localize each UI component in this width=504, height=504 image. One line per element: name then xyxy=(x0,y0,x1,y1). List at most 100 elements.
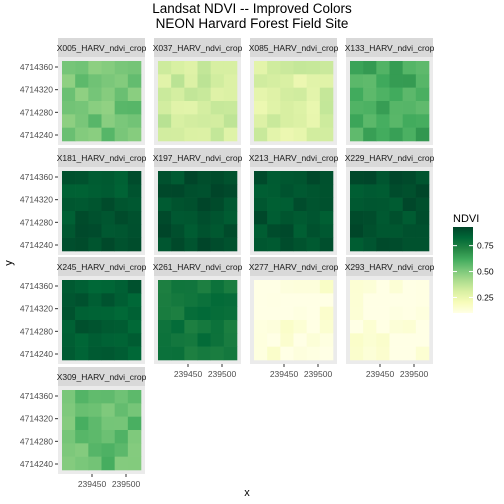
raster-cell xyxy=(158,61,172,75)
raster-cell xyxy=(62,237,76,252)
raster-cell xyxy=(306,197,321,212)
raster-cell xyxy=(223,293,238,307)
raster-cell xyxy=(75,403,89,417)
raster-cell xyxy=(293,101,307,115)
raster-cell xyxy=(101,61,115,75)
raster-cell xyxy=(75,390,89,404)
y-tick-label: 4714360 xyxy=(20,281,53,291)
facet-panel: X005_HARV_ndvi_crop 4714360 4714320 4714280… xyxy=(20,38,147,145)
facet-panel: X037_HARV_ndvi_crop xyxy=(153,38,243,145)
raster-cell xyxy=(389,184,403,198)
raster-cell xyxy=(363,333,377,347)
facet-strip xyxy=(250,38,337,57)
raster-cell xyxy=(350,346,364,361)
raster-cell xyxy=(389,237,403,252)
raster-cell xyxy=(306,87,321,102)
facet-strip-label: X277_HARV_ndvi_crop xyxy=(249,262,339,272)
raster-cell xyxy=(389,87,403,102)
raster-cell xyxy=(363,211,377,225)
facet-panel: X181_HARV_ndvi_crop 4714360 4714320 4714280… xyxy=(20,148,147,255)
raster-cell xyxy=(62,184,76,198)
raster-cell xyxy=(127,224,142,238)
raster-cell xyxy=(293,171,307,185)
raster-cell xyxy=(306,184,321,198)
raster-cell xyxy=(319,211,334,225)
raster-cell xyxy=(402,224,417,238)
raster-cell xyxy=(75,101,89,115)
raster-cell xyxy=(363,346,377,361)
raster-cell xyxy=(415,280,430,294)
raster-cell xyxy=(88,280,102,294)
raster-cell xyxy=(75,280,89,294)
raster-cell xyxy=(363,306,377,321)
raster-cell xyxy=(280,61,294,75)
raster-cell xyxy=(293,114,307,128)
raster-cell xyxy=(127,87,142,102)
raster-cell xyxy=(158,87,172,102)
raster-cell xyxy=(306,280,321,294)
raster-cell xyxy=(197,61,211,75)
raster-cell xyxy=(280,237,294,252)
raster-cell xyxy=(127,333,142,347)
raster-cell xyxy=(350,333,364,347)
raster-cell xyxy=(376,320,390,334)
raster-cell xyxy=(350,320,364,334)
raster-cell xyxy=(293,333,307,347)
raster-cell xyxy=(101,443,115,457)
raster-cell xyxy=(280,114,294,128)
raster-cell xyxy=(184,184,198,198)
facet-panel: X277_HARV_ndvi_crop 239450 239500 xyxy=(249,257,339,379)
raster-cell xyxy=(62,114,76,128)
raster-cell xyxy=(415,346,430,361)
raster-cell xyxy=(319,127,334,142)
raster-cell xyxy=(306,74,321,88)
raster-cell xyxy=(75,237,89,252)
raster-cell xyxy=(114,456,129,471)
raster-cell xyxy=(101,211,115,225)
raster-cell xyxy=(280,184,294,198)
raster-cell xyxy=(306,61,321,75)
facet-panel: X133_HARV_ndvi_crop xyxy=(345,38,435,145)
legend: NDVI 0.75 0.50 0.25 xyxy=(453,213,494,313)
raster-cell xyxy=(127,390,142,404)
raster-cell xyxy=(376,184,390,198)
raster-cell xyxy=(319,87,334,102)
raster-cell xyxy=(254,101,268,115)
raster-cell xyxy=(171,74,185,88)
raster-cell xyxy=(389,127,403,142)
raster-cell xyxy=(293,197,307,212)
y-tick-label: 4714320 xyxy=(20,85,53,95)
raster-cell xyxy=(114,443,129,457)
raster-cell xyxy=(210,211,225,225)
raster-cell xyxy=(62,390,76,404)
raster-cell xyxy=(210,184,225,198)
raster-cell xyxy=(158,293,172,307)
raster-cell xyxy=(254,237,268,252)
raster-cell xyxy=(280,211,294,225)
raster-cell xyxy=(267,87,281,102)
x-axis-title: x xyxy=(244,487,250,499)
raster-cell xyxy=(223,211,238,225)
raster-cell xyxy=(389,197,403,212)
raster-cell xyxy=(210,114,225,128)
raster-cell xyxy=(363,197,377,212)
raster-cell xyxy=(319,61,334,75)
raster-cell xyxy=(88,101,102,115)
raster-cell xyxy=(415,101,430,115)
raster-cell xyxy=(363,114,377,128)
y-tick-label: 4714240 xyxy=(20,459,53,469)
raster-cell xyxy=(197,197,211,212)
y-tick-label: 4714280 xyxy=(20,326,53,336)
raster-cell xyxy=(223,346,238,361)
raster-cell xyxy=(88,224,102,238)
raster-cell xyxy=(184,293,198,307)
facet-strip xyxy=(154,148,241,167)
raster-cell xyxy=(306,127,321,142)
raster-cell xyxy=(62,320,76,334)
raster-cell xyxy=(184,61,198,75)
raster-cell xyxy=(158,114,172,128)
facet-strip xyxy=(154,257,241,276)
raster-cell xyxy=(171,87,185,102)
raster-cell xyxy=(114,390,129,404)
